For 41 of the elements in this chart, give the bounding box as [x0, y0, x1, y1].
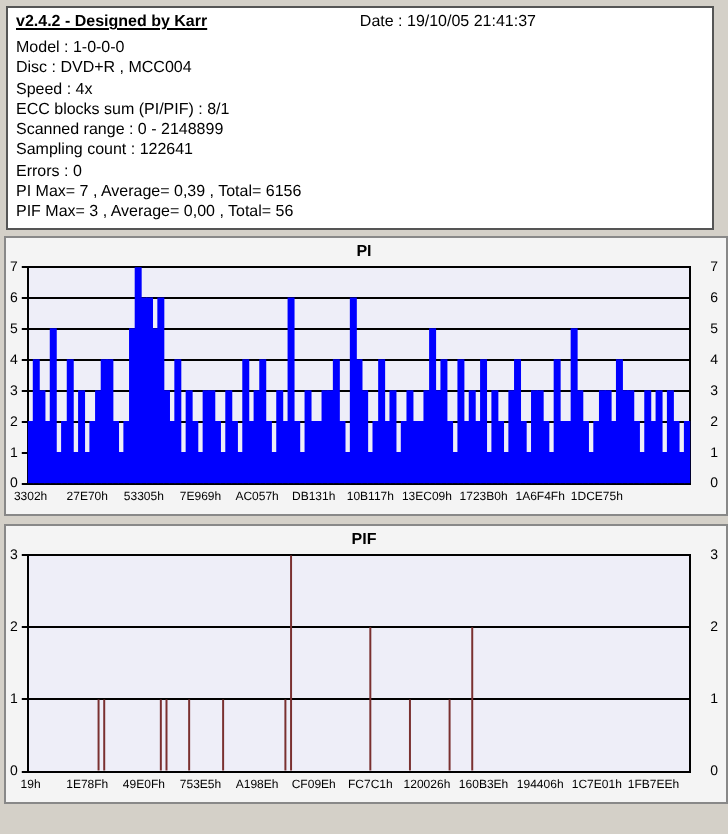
text: Scanned range : 0 - 2148899: [16, 120, 226, 141]
bar: [683, 421, 691, 484]
bar: [259, 359, 267, 484]
bar: [225, 390, 233, 484]
bar: [349, 297, 357, 484]
bar: [440, 359, 448, 484]
text: ECC blocks sum (PI/PIF) : 8/1: [16, 99, 232, 121]
text: Speed : 4x: [16, 79, 95, 100]
text: PI Max= 7 , Average= 0,39 , Total= 6156: [16, 182, 304, 203]
bar: [644, 390, 652, 484]
text: Errors : 0: [16, 161, 84, 183]
bar: [666, 390, 674, 484]
bar: [276, 390, 284, 484]
bar: [480, 359, 488, 484]
text: Disc : DVD+R , MCC004: [16, 58, 194, 80]
text: v2.4.2 - Designed by Karr: [16, 12, 208, 30]
bar: [457, 359, 465, 484]
chart-title: PIF: [351, 530, 377, 549]
bar: [627, 390, 635, 484]
bar: [332, 359, 340, 484]
bar: [429, 328, 437, 484]
bar: [287, 297, 295, 484]
bar: [174, 359, 182, 484]
bar: [49, 328, 57, 484]
bar: [655, 390, 663, 484]
bar: [491, 390, 499, 484]
bar: [406, 390, 414, 484]
bar: [66, 359, 74, 484]
text: Sampling count : 122641: [16, 140, 196, 162]
bar: [78, 390, 86, 484]
bar: [157, 297, 165, 484]
text: Model : 1-0-0-0: [16, 38, 127, 59]
bar: [242, 359, 250, 484]
bar: [514, 359, 522, 484]
chart-title: PI: [356, 242, 372, 261]
bar: [106, 359, 114, 484]
text: PIF Max= 3 , Average= 0,00 , Total= 56: [16, 202, 296, 224]
bar: [208, 390, 216, 484]
bar: [378, 359, 386, 484]
bar: [389, 390, 397, 484]
text: Date : 19/10/05 21:41:37: [359, 12, 536, 30]
